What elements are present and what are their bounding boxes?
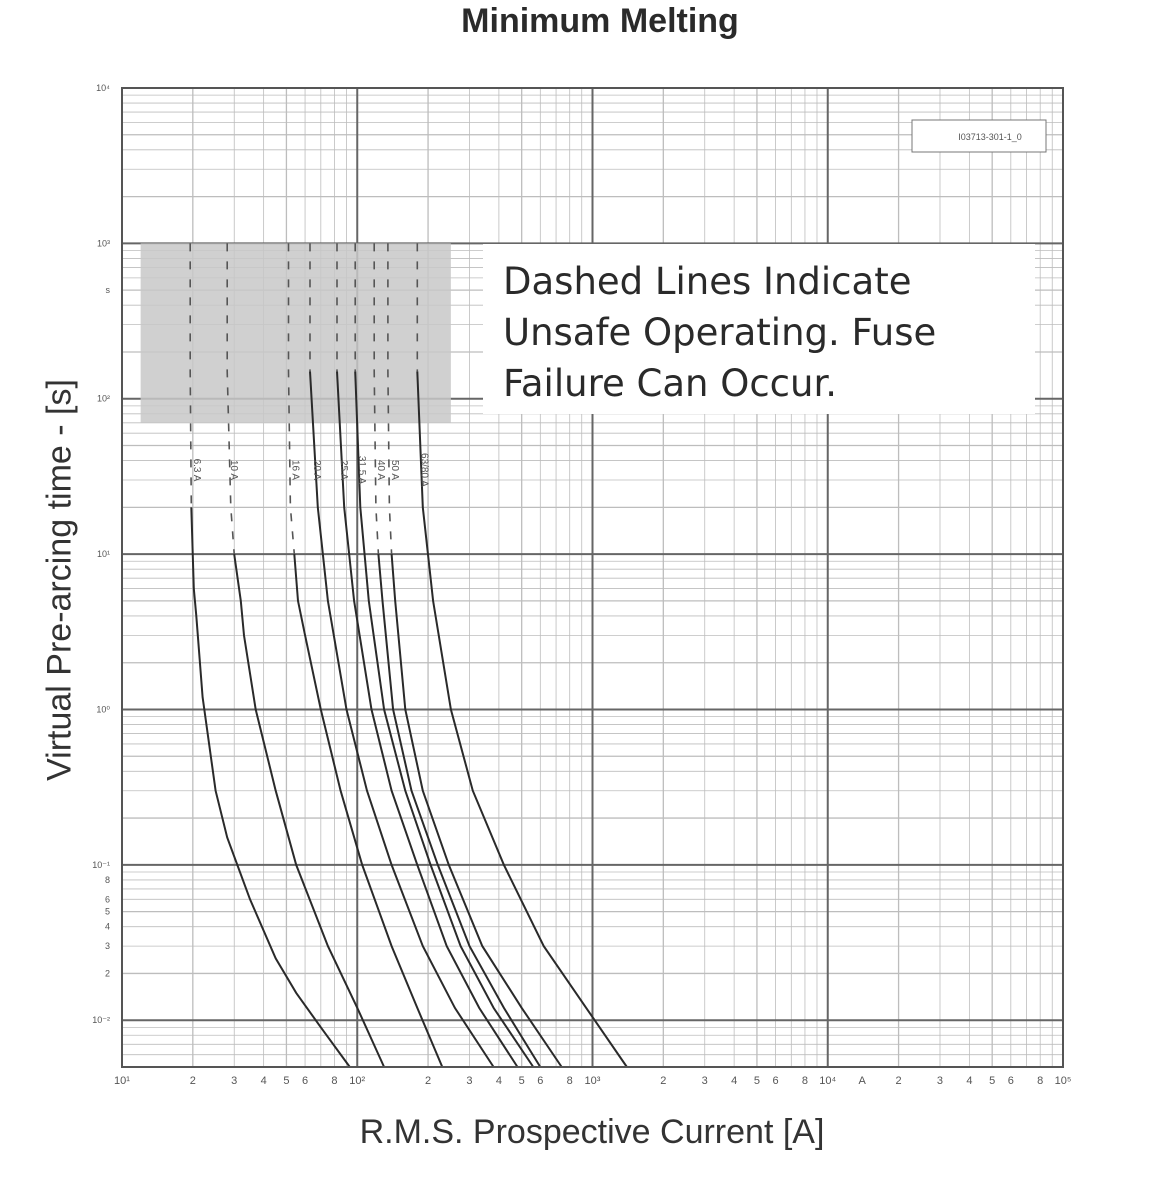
y-tick-label: 10⁻¹	[92, 860, 110, 870]
series-line	[293, 554, 444, 1068]
series-line	[233, 553, 386, 1068]
fuse-curves	[189, 243, 628, 1068]
code-label: I03713-301-1_0	[958, 132, 1022, 142]
series-label: 25 A	[338, 460, 349, 480]
series-label: 50 A	[389, 460, 400, 480]
x-tick-label: 5	[754, 1075, 760, 1087]
x-tick-label: 2	[425, 1075, 431, 1087]
shaded-unsafe-region	[140, 243, 451, 423]
x-tick-label: 5	[283, 1075, 289, 1087]
y-tick-label: 4	[105, 922, 110, 932]
dashed-lines-note: Dashed Lines Indicate Unsafe Operating. …	[503, 256, 1023, 409]
y-tick-label: 10¹	[97, 549, 110, 559]
y-tick-label: 8	[105, 875, 110, 885]
x-tick-label: 10⁴	[819, 1075, 836, 1087]
y-tick-labels: 10⁴ 10³ s 10² 10¹ 10⁰ 10⁻¹ 8 6 5 4 3 2 10⁻²	[92, 83, 110, 1025]
x-tick-label: 10³	[585, 1075, 601, 1087]
y-tick-label: 10⁻²	[92, 1015, 110, 1025]
x-tick-label: 3	[466, 1075, 472, 1087]
fuse-curve-labels: 6.3 A 10 A 16 A 20 A 25 A 31.5 A 40 A 50 A 63/80…	[191, 453, 429, 487]
major-grid	[121, 88, 1063, 1067]
x-tick-label: 4	[966, 1075, 972, 1087]
x-tick-label: 8	[567, 1075, 573, 1087]
plot-frame	[121, 87, 1064, 1068]
series-line	[336, 371, 519, 1068]
code-label-box: I03713-301-1_0	[911, 119, 1047, 153]
x-axis-label: R.M.S. Prospective Current [A]	[359, 1113, 825, 1151]
x-tick-label: 8	[331, 1075, 337, 1087]
series-label: 16 A	[289, 460, 300, 480]
x-tick-label: 2	[660, 1075, 666, 1087]
series-label: 40 A	[375, 460, 386, 480]
note-line: Dashed Lines Indicate	[503, 260, 912, 303]
x-tick-label: 6	[537, 1075, 543, 1087]
x-tick-label: 3	[702, 1075, 708, 1087]
chart-title: Minimum Melting	[461, 2, 739, 40]
series-label: 20 A	[311, 460, 322, 480]
note-line: Failure Can Occur.	[503, 362, 838, 405]
y-tick-label: 5	[105, 907, 110, 917]
series-label: 6.3 A	[191, 459, 202, 482]
x-tick-label: 2	[896, 1075, 902, 1087]
y-tick-label: 2	[105, 968, 110, 978]
x-tick-label: 4	[731, 1075, 737, 1087]
x-tick-label: 8	[802, 1075, 808, 1087]
y-tick-label: s	[106, 285, 111, 295]
series-line	[354, 371, 535, 1068]
x-tick-label: 4	[496, 1075, 502, 1087]
x-tick-label: 6	[302, 1075, 308, 1087]
x-tick-label: 8	[1037, 1075, 1043, 1087]
series-label: 31.5 A	[356, 456, 367, 485]
x-tick-label: 3	[231, 1075, 237, 1087]
x-tick-label: 6	[772, 1075, 778, 1087]
y-tick-label: 10³	[97, 238, 110, 248]
x-tick-label: 2	[190, 1075, 196, 1087]
y-tick-label: 3	[105, 941, 110, 951]
x-tick-label: 6	[1008, 1075, 1014, 1087]
x-tick-label: 10²	[349, 1075, 365, 1087]
series-label: 10 A	[228, 460, 239, 480]
series-line	[377, 554, 542, 1068]
x-tick-label: 10¹	[114, 1075, 130, 1087]
x-tick-label: 10⁵	[1055, 1075, 1072, 1087]
note-background	[483, 244, 1035, 414]
x-tick-label: 4	[261, 1075, 267, 1087]
series-dashed-line	[189, 243, 193, 508]
y-tick-label: 10²	[97, 394, 110, 404]
y-tick-label: 6	[105, 894, 110, 904]
x-tick-label: 5	[989, 1075, 995, 1087]
x-tick-label: 5	[519, 1075, 525, 1087]
y-axis-label: Virtual Pre-arcing time - [s]	[40, 379, 79, 781]
series-line	[390, 554, 563, 1068]
x-tick-labels: 10¹ 2 3 4 5 6 8 10² 2 3 4 5 6 8 10³ 2 3 4 5 6 8 10⁴ A 2 3 4 5 6 8 10⁵	[114, 1075, 1071, 1087]
series-line	[416, 371, 628, 1068]
x-tick-label: 3	[937, 1075, 943, 1087]
series-line	[309, 371, 495, 1068]
y-tick-label: 10⁴	[96, 83, 110, 93]
note-line: Unsafe Operating. Fuse	[503, 311, 937, 354]
series-label: 63/80 A	[418, 453, 429, 487]
x-tick-label: A	[858, 1075, 866, 1087]
y-tick-label: 10⁰	[96, 704, 110, 714]
series-line	[190, 507, 351, 1068]
